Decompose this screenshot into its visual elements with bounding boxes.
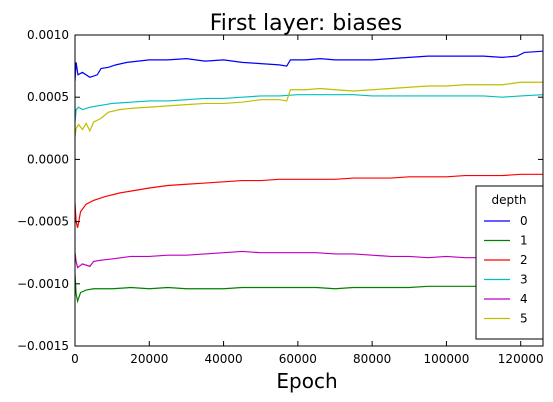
series-layer bbox=[75, 51, 543, 301]
legend-title: depth bbox=[492, 193, 527, 207]
legend-label-4: 4 bbox=[520, 292, 528, 306]
y-tick-label: 0.0005 bbox=[27, 90, 69, 104]
y-tick-label: −0.0005 bbox=[17, 215, 69, 229]
x-axis-label: Epoch bbox=[276, 369, 337, 393]
x-tick-label: 80000 bbox=[353, 352, 391, 366]
legend-label-3: 3 bbox=[520, 273, 528, 287]
legend-label-0: 0 bbox=[520, 214, 528, 228]
y-tick-label: 0.0010 bbox=[27, 28, 69, 42]
legend: depth 0 1 2 3 4 5 bbox=[476, 186, 543, 339]
series-line-1 bbox=[75, 274, 543, 301]
legend-label-2: 2 bbox=[520, 253, 528, 267]
x-tick-label: 0 bbox=[71, 352, 79, 366]
legend-box bbox=[476, 186, 543, 339]
plot-frame bbox=[75, 35, 543, 346]
series-line-4 bbox=[75, 251, 543, 267]
x-tick-label: 40000 bbox=[204, 352, 242, 366]
x-tick-label: 100000 bbox=[424, 352, 470, 366]
ticks-layer: 0 20000 40000 60000 80000 100000 120000 −0.0015… bbox=[17, 28, 544, 366]
y-tick-label: 0.0000 bbox=[27, 152, 69, 166]
series-line-3 bbox=[75, 95, 543, 122]
x-tick-label: 120000 bbox=[498, 352, 544, 366]
series-line-2 bbox=[75, 174, 543, 227]
legend-label-5: 5 bbox=[520, 312, 528, 326]
x-tick-label: 20000 bbox=[130, 352, 168, 366]
y-tick-label: −0.0015 bbox=[17, 339, 69, 353]
legend-label-1: 1 bbox=[520, 234, 528, 248]
y-tick-label: −0.0010 bbox=[17, 277, 69, 291]
series-line-0 bbox=[75, 51, 543, 81]
chart-title: First layer: biases bbox=[210, 11, 403, 36]
x-tick-label: 60000 bbox=[279, 352, 317, 366]
series-line-5 bbox=[75, 82, 543, 137]
